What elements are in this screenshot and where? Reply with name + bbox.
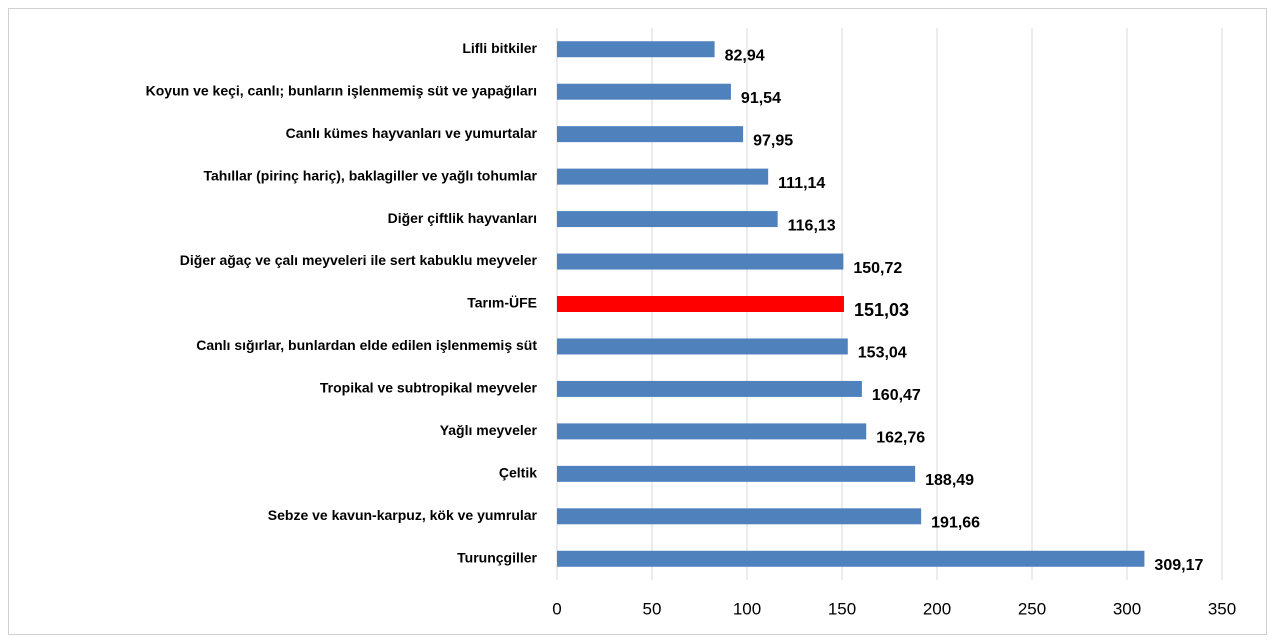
y-tick-label: Koyun ve keçi, canlı; bunların işlenmemi… — [146, 82, 537, 98]
y-tick-label: Lifli bitkiler — [462, 40, 537, 56]
bar — [557, 168, 769, 185]
value-label: 309,17 — [1154, 557, 1203, 574]
value-label: 111,14 — [778, 175, 825, 192]
bar — [557, 423, 867, 440]
y-tick-label: Yağlı meyveler — [440, 422, 538, 438]
x-tick-label: 50 — [643, 599, 662, 618]
bar — [557, 550, 1145, 567]
y-tick-label: Çeltik — [499, 465, 537, 481]
x-tick-label: 200 — [923, 599, 951, 618]
y-tick-label: Canlı sığırlar, bunlardan elde edilen iş… — [196, 337, 537, 353]
x-tick-label: 250 — [1018, 599, 1046, 618]
bar — [557, 253, 844, 270]
bar — [557, 508, 922, 525]
value-label: 97,95 — [753, 132, 793, 149]
y-tick-label: Tarım-ÜFE — [467, 295, 537, 311]
value-label: 153,04 — [858, 345, 907, 362]
y-tick-label: Diğer çiftlik hayvanları — [388, 210, 537, 226]
value-label: 116,13 — [788, 217, 836, 234]
y-tick-label: Turunçgiller — [457, 549, 537, 565]
bar — [557, 338, 848, 355]
value-label: 191,66 — [931, 515, 980, 532]
value-label: 188,49 — [925, 472, 974, 489]
value-label: 91,54 — [741, 90, 781, 107]
value-label: 150,72 — [853, 260, 902, 277]
value-label: 160,47 — [872, 387, 921, 404]
bar — [557, 296, 844, 312]
bar — [557, 41, 715, 58]
x-tick-label: 150 — [828, 599, 856, 618]
value-label: 82,94 — [725, 47, 765, 64]
bar — [557, 83, 731, 100]
x-tick-label: 0 — [552, 599, 561, 618]
bar — [557, 126, 744, 143]
y-tick-label: Tropikal ve subtropikal meyveler — [320, 380, 538, 396]
y-tick-label: Canlı kümes hayvanları ve yumurtalar — [286, 125, 538, 141]
y-tick-label: Diğer ağaç ve çalı meyveleri ile sert ka… — [180, 252, 538, 268]
y-tick-label: Sebze ve kavun-karpuz, kök ve yumrular — [268, 507, 538, 523]
chart-frame — [8, 8, 1267, 635]
y-tick-label: Tahıllar (pirinç hariç), baklagiller ve … — [203, 167, 537, 183]
value-label: 162,76 — [876, 430, 925, 447]
value-label: 151,03 — [854, 300, 909, 320]
x-tick-label: 350 — [1208, 599, 1236, 618]
bar — [557, 211, 778, 228]
x-tick-label: 100 — [733, 599, 761, 618]
bar — [557, 380, 862, 397]
x-tick-label: 300 — [1113, 599, 1141, 618]
bar — [557, 465, 916, 482]
